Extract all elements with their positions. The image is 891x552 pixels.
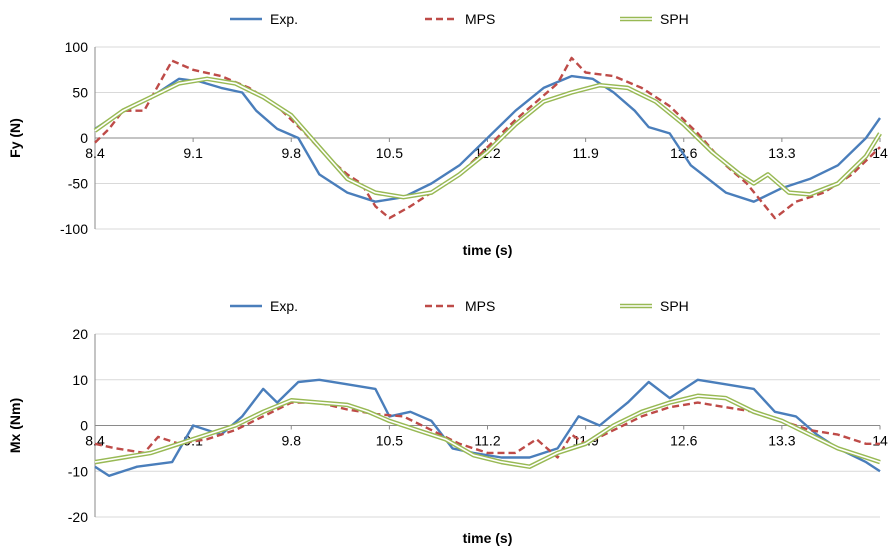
x-tick-label: 10.5 [376, 145, 403, 161]
y-tick-label: 0 [80, 130, 88, 146]
x-tick-label: 9.8 [282, 145, 302, 161]
x-tick-label: 12.6 [670, 433, 697, 449]
legend-label: Exp. [270, 11, 298, 27]
x-tick-label: 10.5 [376, 433, 403, 449]
series-line-2-inner [94, 395, 881, 468]
x-tick-label: 8.4 [85, 145, 105, 161]
y-tick-label: 0 [80, 418, 88, 434]
x-axis-title: time (s) [463, 530, 513, 546]
x-tick-label: 9.8 [282, 433, 302, 449]
x-tick-label: 11.9 [573, 145, 599, 161]
y-tick-label: -100 [60, 221, 88, 237]
x-tick-label: 13.3 [768, 433, 795, 449]
y-tick-label: 10 [72, 372, 88, 388]
y-tick-label: 100 [65, 39, 89, 55]
legend-label: Exp. [270, 298, 298, 314]
y-axis-title: Fy (N) [7, 118, 23, 158]
x-tick-label: 13.3 [768, 145, 795, 161]
x-tick-label: 8.4 [85, 433, 105, 449]
y-tick-label: -20 [68, 509, 88, 525]
legend-label: SPH [660, 11, 689, 27]
x-tick-label: 9.1 [183, 145, 203, 161]
x-tick-label: 11.2 [474, 433, 500, 449]
y-axis-title: Mx (Nm) [7, 398, 23, 453]
y-tick-label: -10 [68, 463, 88, 479]
y-tick-label: 20 [72, 326, 88, 342]
legend-label: MPS [465, 11, 495, 27]
legend-label: MPS [465, 298, 495, 314]
y-tick-label: -50 [68, 176, 88, 192]
series-line-1 [94, 401, 880, 459]
x-tick-label: 14 [872, 145, 888, 161]
x-tick-label: 14 [872, 433, 888, 449]
series-line-0 [94, 74, 881, 203]
series-line-2-inner [94, 78, 881, 198]
x-axis-title: time (s) [463, 242, 513, 258]
y-tick-label: 50 [72, 85, 88, 101]
legend-label: SPH [660, 298, 689, 314]
